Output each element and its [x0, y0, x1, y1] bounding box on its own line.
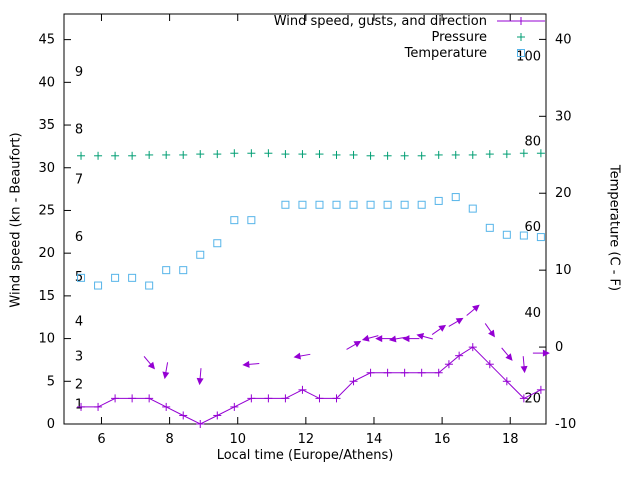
- wind-arrow: [520, 356, 528, 374]
- wind-arrow: [484, 323, 495, 338]
- y-left-tick-label: 30: [38, 161, 55, 176]
- x-tick-label: 14: [366, 432, 383, 447]
- x-tick-label: 12: [298, 432, 315, 447]
- wind-arrow: [388, 335, 406, 343]
- y-right-tick-label: 0: [555, 340, 563, 355]
- legend-sample-temperature: [517, 49, 525, 57]
- y-left-tick-label: 0: [47, 417, 55, 432]
- beaufort-scale-label: 3: [75, 350, 83, 365]
- legend-sample-pressure: [517, 33, 525, 41]
- fahrenheit-scale-label: 60: [524, 220, 541, 235]
- y-axis-title-left: Wind speed (kn - Beaufort): [8, 132, 24, 308]
- wind-arrow: [346, 340, 362, 350]
- series-temperature: [77, 193, 545, 290]
- x-axis-title: Local time (Europe/Athens): [216, 448, 394, 463]
- y-right-tick-label: -10: [555, 417, 576, 432]
- x-tick-label: 18: [502, 432, 519, 447]
- legend-samples: [497, 17, 545, 57]
- wind-arrow: [293, 352, 311, 360]
- beaufort-scale-label: 6: [75, 230, 83, 245]
- y-left-tick-label: 35: [38, 118, 55, 133]
- x-tick-label: 10: [229, 432, 246, 447]
- beaufort-scale-label: 4: [75, 315, 83, 330]
- legend-item-temperature: Temperature: [404, 46, 487, 61]
- fahrenheit-scale-label: 40: [524, 306, 541, 321]
- wind-arrow: [143, 356, 155, 370]
- beaufort-scale-label: 2: [75, 378, 83, 393]
- legend-item-wind: Wind speed, gusts, and direction: [273, 14, 487, 29]
- legend: Wind speed, gusts, and direction Pressur…: [274, 14, 487, 62]
- y-right-tick-label: 40: [555, 32, 572, 47]
- fahrenheit-scale-label: 80: [524, 135, 541, 150]
- legend-sample-wind: [497, 17, 545, 25]
- y-left-tick-label: 15: [38, 289, 55, 304]
- y-left-tick-label: 5: [47, 374, 55, 389]
- y-left-tick-label: 45: [38, 33, 55, 48]
- axes: [63, 13, 547, 425]
- wind-arrow: [448, 317, 464, 327]
- series-wind-speed-gusts-and-direction: [77, 343, 545, 428]
- wind-direction-arrows: [143, 304, 550, 386]
- wind-arrow: [361, 334, 379, 342]
- beaufort-scale-label: 5: [75, 270, 83, 285]
- y-right-tick-label: 10: [555, 263, 572, 278]
- fahrenheit-scale-label: 100: [516, 49, 541, 64]
- y-left-tick-label: 40: [38, 75, 55, 90]
- wind-arrow: [402, 335, 420, 343]
- series-pressure: [77, 149, 545, 160]
- y-right-tick-label: 30: [555, 109, 572, 124]
- wind-arrow: [242, 360, 260, 368]
- beaufort-scale-label: 8: [75, 122, 83, 137]
- y-right-tick-label: 20: [555, 186, 572, 201]
- wind-arrow: [532, 349, 550, 357]
- fahrenheit-scale-label: 20: [524, 392, 541, 407]
- wind-arrow: [162, 362, 170, 380]
- x-tick-label: 8: [165, 432, 173, 447]
- legend-item-pressure: Pressure: [431, 30, 487, 45]
- wind-arrow: [466, 304, 480, 316]
- x-tick-label: 16: [434, 432, 451, 447]
- wind-arrow: [501, 347, 513, 361]
- y-left-tick-label: 10: [38, 332, 55, 347]
- beaufort-scale-label: 9: [75, 65, 83, 80]
- wind-arrow: [375, 335, 393, 343]
- y-left-tick-label: 20: [38, 246, 55, 261]
- y-axis-title-right: Temperature (C - F): [606, 164, 622, 292]
- wind-arrow: [431, 324, 447, 335]
- beaufort-scale-label: 7: [75, 173, 83, 188]
- x-tick-label: 6: [97, 432, 105, 447]
- wind-arrow: [196, 368, 204, 386]
- wind-arrow: [416, 333, 433, 340]
- beaufort-scale-label: 1: [75, 397, 83, 412]
- y-left-tick-label: 25: [38, 203, 55, 218]
